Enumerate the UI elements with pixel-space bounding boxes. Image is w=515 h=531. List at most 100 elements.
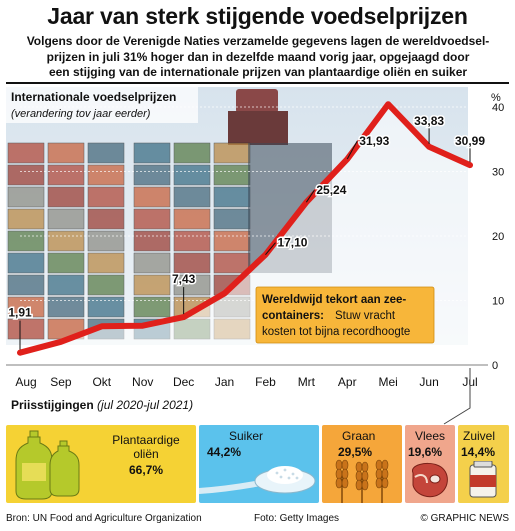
data-label: 17,10 xyxy=(277,236,307,250)
x-tick-label: Feb xyxy=(255,375,276,389)
x-tick-label: Nov xyxy=(132,375,153,389)
shipping-container xyxy=(47,142,85,164)
shipping-container xyxy=(87,274,125,296)
data-label: 31,93 xyxy=(359,134,389,148)
x-tick-label: Apr xyxy=(338,375,357,389)
shipping-container xyxy=(47,296,85,318)
milk-can-icon xyxy=(469,461,497,498)
x-tick-label: Jun xyxy=(419,375,438,389)
shipping-container xyxy=(133,274,171,296)
shipping-container xyxy=(133,230,171,252)
x-tick-label: Mei xyxy=(379,375,398,389)
subtitle-line: prijzen in juli 31% hoger dan in dezelfd… xyxy=(46,49,470,64)
shipping-container xyxy=(133,186,171,208)
data-label: 7,43 xyxy=(172,272,196,286)
x-tick-label: Jan xyxy=(215,375,234,389)
annotation-title-line: containers: xyxy=(262,310,324,322)
shipping-container xyxy=(213,186,251,208)
annotation-title-line: Wereldwijd tekort aan zee- xyxy=(262,294,406,306)
data-label: 25,24 xyxy=(316,183,346,197)
shipping-container xyxy=(7,164,45,186)
shipping-container xyxy=(7,208,45,230)
shipping-container xyxy=(133,164,171,186)
panel-vegetable-oils: Plantaardige oliën 66,7% xyxy=(6,425,196,503)
meat-icon xyxy=(411,462,448,498)
label-leader xyxy=(265,242,276,256)
shipping-container xyxy=(173,208,211,230)
shipping-container xyxy=(87,142,125,164)
shipping-container xyxy=(213,208,251,230)
annotation-text-line: Stuw vracht xyxy=(335,310,396,322)
sugar-spoon-icon xyxy=(199,466,316,494)
y-tick-label: 10 xyxy=(492,296,504,308)
shipping-container xyxy=(47,230,85,252)
shipping-container xyxy=(213,142,251,164)
y-axis-unit: % xyxy=(491,92,501,104)
panel-name: Graan xyxy=(342,429,376,443)
x-tick-label: Okt xyxy=(92,375,111,389)
y-tick-label: 20 xyxy=(492,231,504,243)
photo-credit: Foto: Getty Images xyxy=(254,513,340,524)
ship-funnel xyxy=(236,89,278,113)
shipping-container xyxy=(213,252,251,274)
subtitle-line: Volgens door de Verenigde Naties verzame… xyxy=(26,34,490,48)
shipping-container xyxy=(7,142,45,164)
shipping-container xyxy=(87,164,125,186)
chart-axes: 0 10 20 30 40 Aug Sep Okt Nov Dec Jan Feb Mrt Apr Mei J… xyxy=(6,102,504,389)
series-line xyxy=(17,101,473,356)
shipping-container xyxy=(7,186,45,208)
shipping-container xyxy=(213,164,251,186)
shipping-container xyxy=(7,318,45,340)
panel-name: Plantaardige oliën xyxy=(98,433,194,461)
annotation-text-line: kosten tot bijna recordhoogte xyxy=(262,326,410,338)
x-tick-label: Aug xyxy=(15,375,36,389)
shipping-container xyxy=(173,274,211,296)
ship-bridge xyxy=(228,111,288,145)
shipping-container xyxy=(173,164,211,186)
oil-bottles-icon xyxy=(15,430,80,500)
shipping-container xyxy=(7,230,45,252)
data-label: 30,99 xyxy=(455,134,485,148)
y-tick-label: 30 xyxy=(492,167,504,179)
panel-name: Suiker xyxy=(229,429,264,443)
shipping-container xyxy=(133,208,171,230)
shipping-container xyxy=(87,186,125,208)
panel-dairy: Zuivel 14,4% xyxy=(458,425,509,503)
shipping-container xyxy=(47,186,85,208)
shipping-container xyxy=(47,252,85,274)
label-leader xyxy=(346,140,358,160)
shipping-container xyxy=(213,230,251,252)
page-subtitle: Volgens door de Verenigde Naties verzame… xyxy=(8,34,508,81)
shipping-container xyxy=(173,230,211,252)
x-tick-label: Dec xyxy=(173,375,194,389)
y-tick-label: 40 xyxy=(492,102,504,114)
chart-title: Internationale voedselprijzen xyxy=(11,90,176,104)
label-leader xyxy=(305,189,315,203)
shipping-container xyxy=(87,252,125,274)
panel-grain: Graan 29,5% xyxy=(322,425,402,503)
shipping-annotation: Wereldwijd tekort aan zee- containers: S… xyxy=(255,286,435,344)
price-section-heading: Priisstijgingen xyxy=(11,398,94,412)
shipping-container xyxy=(7,252,45,274)
header-divider xyxy=(6,82,509,84)
shipping-container xyxy=(47,274,85,296)
graphic-news-credit: © GRAPHIC NEWS xyxy=(420,513,510,524)
shipping-container xyxy=(87,208,125,230)
x-tick-label: Mrt xyxy=(298,375,316,389)
panel-name: Vlees xyxy=(415,429,446,443)
panel-sugar: Suiker 44,2% xyxy=(199,425,319,503)
shipping-container xyxy=(173,142,211,164)
shipping-container xyxy=(7,296,45,318)
shipping-container xyxy=(133,252,171,274)
panel-meat: Vlees 19,6% xyxy=(405,425,455,503)
page-title: Jaar van sterk stijgende voedselprijzen xyxy=(47,3,468,29)
callout-connector xyxy=(443,394,471,425)
subtitle-line: een stijging van de internationale prijz… xyxy=(48,65,468,79)
panel-percentage: 19,6% xyxy=(408,445,443,459)
shipping-container xyxy=(173,186,211,208)
panel-name-line: oliën xyxy=(133,447,159,461)
shipping-container xyxy=(133,142,171,164)
shipping-container xyxy=(47,164,85,186)
